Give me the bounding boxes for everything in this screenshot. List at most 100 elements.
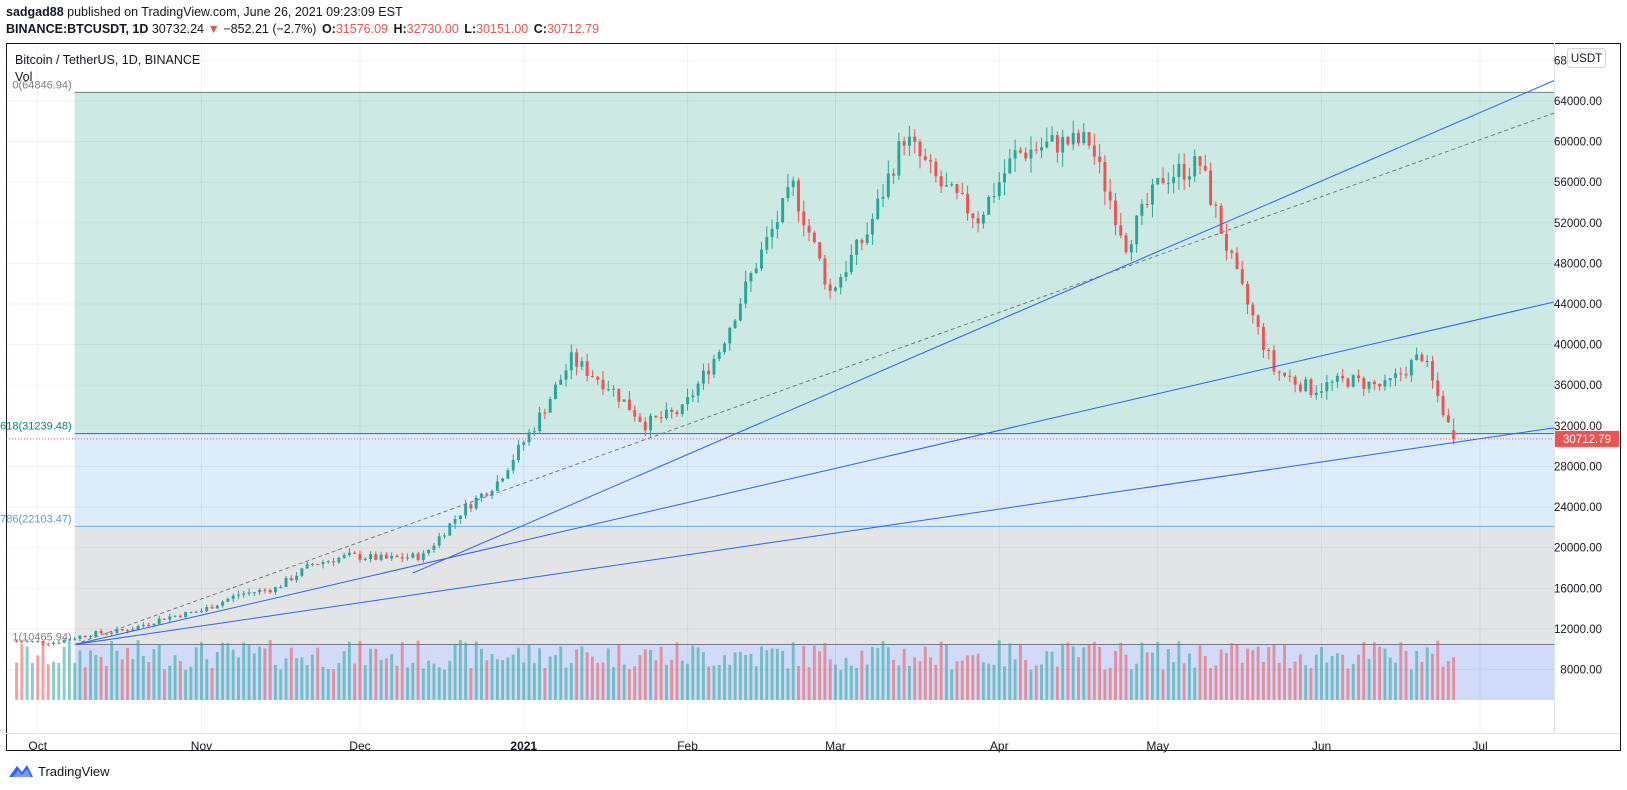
volume-bar (834, 664, 837, 700)
author-name[interactable]: sadgad88 (6, 5, 64, 19)
candle-body (36, 641, 40, 643)
candle-body (723, 343, 726, 353)
volume-bar (918, 661, 922, 700)
candle-body (1077, 132, 1080, 144)
volume-bar (765, 650, 769, 700)
candle-body (1309, 379, 1313, 396)
volume-bar (173, 655, 177, 700)
candle-body (876, 198, 880, 219)
volume-bar (321, 666, 325, 700)
volume-bar (791, 642, 795, 700)
candle-body (834, 287, 837, 291)
currency-label: USDT (1571, 53, 1602, 65)
candle-body (300, 568, 304, 576)
candle-body (717, 352, 721, 359)
candle-body (1114, 200, 1117, 226)
time-axis[interactable]: Oct Nov Dec 2021 Feb Mar Apr May Jun Jul (28, 739, 1487, 753)
volume-bar (606, 648, 610, 700)
candle-body (1288, 375, 1292, 377)
close-value: 30712.79 (546, 22, 600, 36)
candle-body (1293, 376, 1297, 385)
volume-bar (189, 666, 193, 700)
volume-bar (976, 653, 980, 700)
volume-bar (1161, 669, 1165, 700)
volume-bar (617, 643, 621, 700)
volume-bar (104, 666, 108, 700)
volume-bar (184, 669, 188, 700)
volume-bar (1209, 668, 1213, 700)
volume-bar (1362, 642, 1366, 700)
volume-bar (913, 657, 917, 700)
candle-body (168, 616, 172, 620)
candle-body (738, 303, 742, 321)
symbol-label: BINANCE:BTCUSDT, 1D (6, 22, 149, 36)
time-tick-label: Nov (191, 739, 212, 753)
candle-body (464, 504, 468, 516)
price-axis[interactable]: 8000.00 12000.00 16000.00 20000.00 24000.00 2… (1554, 55, 1602, 676)
candle-body (1394, 373, 1397, 379)
volume-bar (728, 664, 732, 700)
volume-bar (707, 666, 711, 700)
volume-bar (1314, 654, 1318, 700)
candle-body (163, 618, 166, 620)
candle-body (1161, 178, 1165, 184)
volume-bar (1367, 658, 1371, 700)
volume-bar (960, 660, 964, 700)
volume-bar (622, 664, 626, 700)
volume-bar (1261, 661, 1265, 700)
candle-body (590, 375, 594, 377)
candle-body (522, 442, 526, 445)
volume-bar (754, 666, 758, 700)
candle-body (131, 629, 135, 632)
candle-body (1166, 183, 1170, 185)
volume-bar (738, 651, 742, 700)
candle-body (1209, 170, 1213, 205)
volume-bar (406, 667, 409, 700)
candle-body (538, 412, 542, 432)
candle-body (1018, 150, 1022, 153)
candle-body (120, 628, 124, 631)
footer-branding[interactable]: TradingView (8, 763, 110, 779)
candle-body (691, 395, 695, 398)
volume-bar (596, 662, 600, 700)
candle-body (1172, 176, 1176, 184)
volume-bar (215, 651, 219, 700)
candle-body (57, 642, 61, 644)
volume-bar (126, 647, 129, 700)
candle-body (342, 555, 346, 558)
volume-bar (865, 664, 869, 700)
candle-body (30, 641, 34, 643)
candle-body (184, 612, 188, 618)
candle-body (474, 497, 478, 509)
volume-bar (115, 650, 119, 700)
candle-body (1298, 384, 1302, 392)
volume-bar (981, 662, 985, 700)
fib-retracement[interactable] (74, 91, 1554, 700)
candle-body (1224, 233, 1228, 251)
candle-body (178, 615, 182, 618)
candle-body (881, 196, 885, 199)
candle-body (136, 626, 140, 630)
volume-bar (855, 667, 859, 700)
volume-bar (554, 655, 557, 700)
currency-badge[interactable]: USDT (1567, 48, 1606, 68)
volume-bar (548, 656, 552, 700)
candle-body (390, 555, 394, 559)
volume-bar (284, 658, 288, 700)
last-price-marker: 30712.79 (6, 430, 1619, 447)
candle-body (1351, 375, 1355, 387)
candle-body (421, 553, 425, 560)
volume-bar (263, 648, 267, 700)
candle-body (1040, 147, 1043, 151)
candle-body (1140, 204, 1144, 216)
candle-body (295, 575, 299, 581)
volume-bar (881, 640, 885, 700)
candle-body (332, 561, 336, 563)
volume-bar (1177, 641, 1181, 700)
candle-body (326, 561, 330, 563)
candle-body (453, 519, 457, 524)
trendlines[interactable] (74, 80, 1555, 645)
open-value: 31576.09 (335, 22, 388, 36)
volume-bar (1119, 642, 1123, 700)
